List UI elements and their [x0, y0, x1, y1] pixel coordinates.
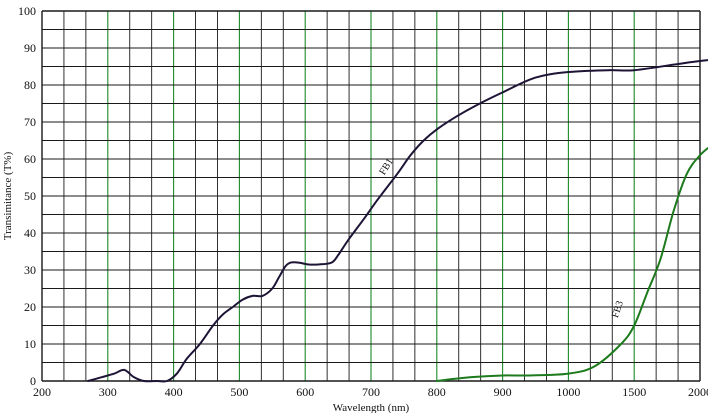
x-tick-label: 700: [362, 385, 380, 399]
y-tick-label: 20: [24, 300, 36, 314]
x-tick-label: 800: [428, 385, 446, 399]
y-tick-label: 70: [24, 115, 36, 129]
y-tick-label: 50: [24, 189, 36, 203]
fb1-line: [87, 59, 708, 383]
x-axis-title: Wavelength (nm): [333, 402, 410, 413]
y-tick-label: 90: [24, 41, 36, 55]
x-tick-label: 600: [296, 385, 314, 399]
y-tick-label: 10: [24, 337, 36, 351]
fb3-curve-label: FB3: [610, 300, 626, 320]
x-tick-label: 500: [230, 385, 248, 399]
y-tick-label: 40: [24, 226, 36, 240]
x-tick-label: 200: [33, 385, 51, 399]
x-tick-labels: 2003004005006007008009001000150020002500: [33, 385, 708, 399]
y-tick-label: 30: [24, 263, 36, 277]
y-tick-label: 80: [24, 78, 36, 92]
y-tick-label: 0: [30, 374, 36, 388]
x-tick-label: 1000: [556, 385, 580, 399]
fb3-line: [435, 146, 708, 382]
grid-lines: [41, 10, 701, 382]
y-tick-label: 100: [18, 4, 36, 18]
y-axis-title: Transimitance (T%): [2, 151, 14, 240]
x-tick-label: 900: [494, 385, 512, 399]
y-tick-label: 60: [24, 152, 36, 166]
y-tick-labels: 0 10 20 30 40 50 60 70 80 90 100: [18, 4, 36, 388]
x-tick-label: 300: [99, 385, 117, 399]
x-tick-label: 1500: [622, 385, 646, 399]
x-tick-label: 400: [165, 385, 183, 399]
series-lines: [87, 59, 708, 383]
